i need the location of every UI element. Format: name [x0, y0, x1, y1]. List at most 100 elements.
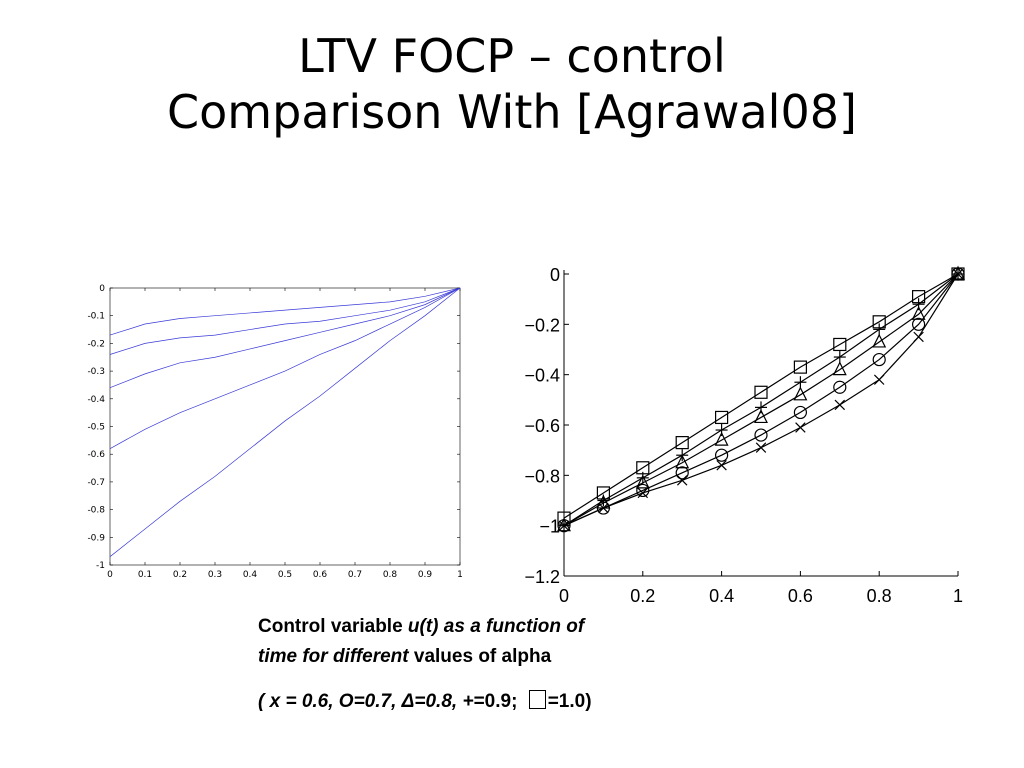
y-tick-label: -0.7 — [87, 478, 105, 488]
y-tick-label: -0.4 — [87, 395, 105, 405]
caption-part-4: values of alpha — [408, 646, 552, 667]
x-tick-label: 0.3 — [208, 570, 222, 580]
caption-part-3: time for different — [258, 646, 409, 667]
series-line-2 — [109, 287, 461, 355]
marker-circle — [714, 448, 729, 462]
series-line-5 — [109, 287, 461, 557]
x-tick-label: 1 — [457, 570, 463, 580]
x-tick-label: 0.5 — [278, 570, 292, 580]
marker-triangle — [754, 409, 768, 424]
y-tick-label: −0.6 — [524, 416, 560, 436]
marker-x — [834, 399, 846, 411]
series-line-x — [563, 273, 959, 527]
y-tick-label: -0.5 — [87, 423, 105, 433]
x-tick-label: 0 — [107, 570, 113, 580]
legend-part-2: =0.9; — [473, 691, 523, 712]
marker-square — [675, 436, 689, 450]
marker-plus — [715, 424, 728, 437]
x-tick-label: 0 — [559, 586, 569, 606]
x-tick-label: 0.4 — [709, 586, 734, 606]
marker-stroke — [913, 331, 924, 343]
marker-plus — [833, 351, 846, 364]
x-tick-label: 0.7 — [348, 570, 362, 580]
marker-triangle — [675, 454, 690, 469]
series-line-1 — [109, 287, 461, 336]
marker-x — [676, 475, 688, 486]
series-line-4 — [109, 287, 461, 449]
marker-square — [596, 486, 611, 500]
marker-square — [911, 290, 926, 304]
marker-square — [714, 410, 729, 425]
y-tick-label: −1 — [539, 517, 560, 537]
marker-stroke — [716, 460, 727, 471]
marker-x — [795, 422, 806, 433]
marker-stroke — [755, 442, 767, 453]
marker-plus — [873, 323, 886, 336]
y-tick-label: 0 — [99, 284, 105, 294]
marker-square — [872, 315, 886, 329]
y-tick-label: -1 — [96, 561, 105, 571]
x-tick-label: 0.4 — [243, 570, 258, 580]
slide-title: LTV FOCP – control Comparison With [Agra… — [0, 28, 1024, 140]
marker-plus — [597, 494, 610, 507]
legend-part-3: =1.0) — [547, 691, 592, 712]
marker-plus — [912, 298, 925, 311]
x-tick-label: 0.2 — [173, 570, 187, 580]
y-tick-label: −0.2 — [524, 315, 560, 335]
marker-stroke — [676, 475, 688, 486]
x-tick-label: 1 — [953, 586, 963, 606]
marker-x — [716, 460, 727, 471]
y-tick-label: 0 — [550, 265, 560, 285]
marker-stroke — [795, 422, 806, 433]
y-tick-label: -0.1 — [87, 312, 105, 322]
title-line-1: LTV FOCP – control — [298, 29, 726, 83]
marker-plus — [794, 376, 807, 389]
marker-square — [557, 511, 571, 525]
series-line-3 — [109, 287, 461, 389]
marker-circle — [793, 405, 808, 420]
marker-stroke — [873, 374, 885, 385]
x-tick-label: 0.8 — [867, 586, 892, 606]
marker-triangle — [832, 361, 847, 376]
marker-circle — [872, 352, 886, 367]
square-marker-icon — [528, 690, 546, 709]
x-tick-label: 0.9 — [418, 570, 433, 580]
marker-square — [833, 337, 847, 352]
marker-triangle — [911, 305, 926, 320]
marker-circle — [636, 483, 650, 498]
figure-caption: Control variable u(t) as a function of t… — [258, 612, 728, 672]
series-line-circle — [563, 273, 959, 527]
y-tick-label: -0.9 — [87, 533, 105, 543]
y-tick-label: -0.2 — [87, 339, 105, 349]
marker-triangle — [635, 474, 650, 489]
marker-plus — [558, 519, 570, 532]
marker-stroke — [834, 399, 846, 411]
title-line-2: Comparison With [Agrawal08] — [167, 85, 857, 139]
marker-square — [793, 360, 808, 374]
marker-circle — [833, 380, 847, 394]
series-line-square — [563, 273, 959, 519]
x-tick-label: 0.2 — [630, 586, 655, 606]
marker-square — [754, 385, 768, 399]
y-tick-label: -0.6 — [87, 450, 105, 460]
x-tick-label: 0.6 — [313, 570, 328, 580]
x-tick-label: 0.1 — [138, 570, 152, 580]
x-tick-label: 0.6 — [788, 586, 813, 606]
y-tick-label: −0.4 — [524, 366, 560, 386]
series-line-triangle — [563, 273, 959, 527]
y-tick-label: -0.8 — [87, 506, 105, 516]
marker-x — [913, 331, 924, 343]
marker-x — [873, 374, 885, 385]
marker-legend: ( x = 0.6, O=0.7, Δ=0.8, +=0.9; =1.0) — [258, 690, 592, 713]
marker-circle — [754, 428, 768, 442]
marker-circle — [911, 317, 926, 331]
marker-square — [951, 267, 965, 281]
y-tick-label: −1.2 — [524, 567, 560, 587]
series-line-plus — [563, 273, 959, 527]
marker-circle — [675, 466, 689, 480]
y-tick-label: −0.8 — [524, 466, 560, 486]
marker-triangle — [793, 386, 808, 401]
caption-part-1: Control variable — [258, 616, 408, 637]
